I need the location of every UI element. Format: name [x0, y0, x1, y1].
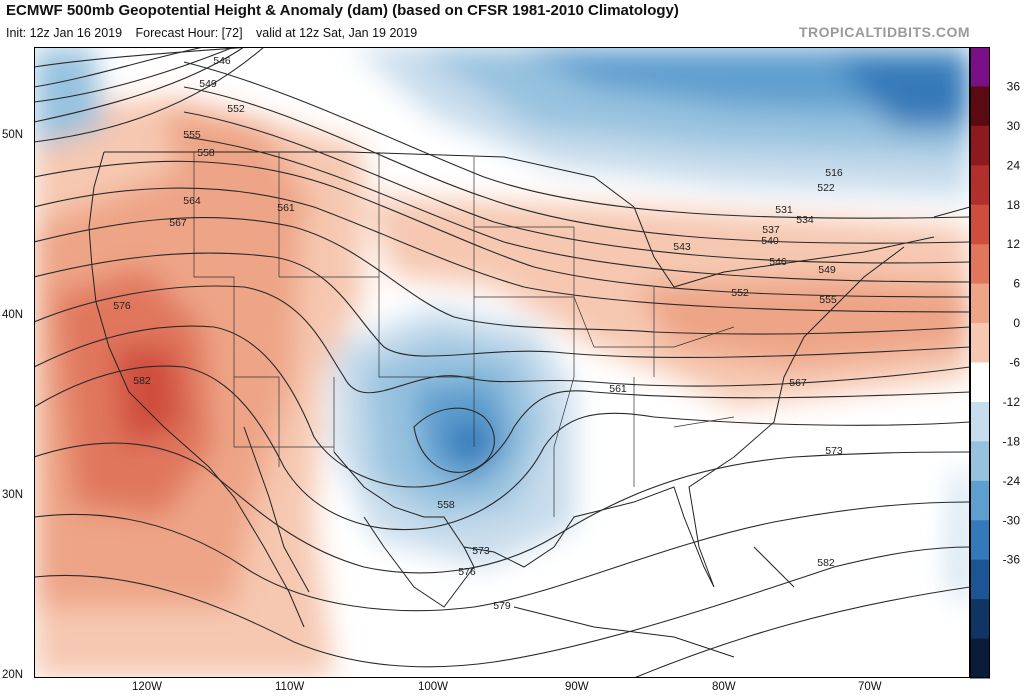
colorbar-segment — [970, 638, 990, 679]
contour-label: 567 — [169, 217, 187, 229]
contour-label: 579 — [493, 600, 511, 612]
lat-label: 40N — [2, 309, 24, 321]
colorbar-segment — [970, 283, 990, 324]
height-contours — [34, 47, 970, 678]
colorbar-tick-label: -36 — [1003, 553, 1021, 567]
contour-label: 567 — [789, 377, 807, 389]
lon-label: 100W — [418, 681, 449, 693]
colorbar-segment — [970, 559, 990, 600]
colorbar-segment — [970, 599, 990, 640]
contour-label: 582 — [133, 375, 151, 387]
lon-label: 70W — [858, 681, 882, 693]
contour-label: 546 — [769, 256, 787, 268]
colorbar-segment — [970, 165, 990, 206]
contour-label: 552 — [227, 103, 245, 115]
contour-label: 576 — [113, 300, 131, 312]
contour-label: 558 — [437, 499, 455, 511]
contour-labels: 546 549 552 555 558 564 567 561 576 582 … — [113, 55, 843, 612]
contour-label: 561 — [277, 202, 295, 214]
contour-label: 534 — [796, 214, 814, 226]
contour-label: 561 — [609, 383, 627, 395]
watermark: TROPICALTIDBITS.COM — [798, 24, 970, 40]
contour-label: 552 — [731, 287, 749, 299]
contour-label: 549 — [199, 78, 217, 90]
colorbar-tick-label: 24 — [1007, 158, 1021, 172]
lat-label: 50N — [2, 129, 24, 141]
colorbar-segment — [970, 86, 990, 127]
colorbar-tick-label: -18 — [1003, 434, 1021, 448]
colorbar-segment — [970, 441, 990, 482]
lon-label: 80W — [712, 681, 736, 693]
contour-label: 573 — [825, 445, 843, 457]
colorbar-segment — [970, 401, 990, 442]
contour-label: 549 — [818, 264, 836, 276]
contour-label: 573 — [472, 545, 490, 557]
lon-label: 90W — [565, 681, 589, 693]
colorbar-segment — [970, 323, 990, 363]
colorbar-segment — [970, 244, 990, 285]
colorbar-tick-label: 18 — [1007, 198, 1021, 212]
contour-label: 582 — [817, 557, 835, 569]
colorbar-tick-label: 30 — [1007, 119, 1021, 133]
colorbar-tick-label: -24 — [1003, 474, 1021, 488]
contour-label: 522 — [817, 182, 835, 194]
lon-label: 110W — [275, 681, 305, 693]
contour-label: 546 — [213, 55, 231, 67]
colorbar-segment — [970, 47, 990, 87]
coastlines — [88, 151, 970, 658]
contour-label: 576 — [458, 566, 476, 578]
colorbar-segment — [970, 204, 990, 245]
contour-label: 555 — [819, 294, 837, 306]
colorbar-segment — [970, 362, 990, 403]
forecast-hour: Forecast Hour: [72] — [135, 26, 243, 40]
colorbar-tick-label: -12 — [1003, 395, 1021, 409]
contour-label: 531 — [775, 204, 793, 216]
chart-title: ECMWF 500mb Geopotential Height & Anomal… — [6, 2, 679, 19]
contour-label: 516 — [825, 167, 843, 179]
colorbar-segment — [970, 480, 990, 521]
colorbar-tick-label: 0 — [1013, 316, 1020, 330]
contour-label: 540 — [761, 235, 779, 247]
contour-label: 558 — [197, 147, 215, 159]
lon-label: 120W — [132, 681, 163, 693]
valid-time: valid at 12z Sat, Jan 19 2019 — [256, 26, 418, 40]
contour-label: 543 — [673, 241, 691, 253]
colorbar-tick-label: 6 — [1013, 277, 1020, 291]
colorbar-tick-label: -30 — [1003, 513, 1021, 527]
lat-label: 20N — [2, 669, 24, 681]
contour-label: 564 — [183, 195, 201, 207]
colorbar-tick-label: 12 — [1007, 237, 1021, 251]
init-time: Init: 12z Jan 16 2019 — [6, 26, 123, 40]
contour-label: 555 — [183, 129, 201, 141]
anomaly-shading — [34, 47, 970, 678]
subtitle-line: Init: 12z Jan 16 2019 Forecast Hour: [72… — [6, 26, 427, 40]
contour-label: 537 — [762, 224, 780, 236]
colorbar-segment — [970, 520, 990, 561]
colorbar-tick-label: 36 — [1007, 79, 1021, 93]
state-borders — [193, 152, 735, 517]
colorbar: 36 30 24 18 12 6 0 -6 -12 -18 -24 -30 -36 — [970, 47, 1021, 679]
map-panel: 546 549 552 555 558 564 567 561 576 582 … — [34, 47, 970, 678]
colorbar-tick-label: -6 — [1009, 356, 1020, 370]
colorbar-segment — [970, 125, 990, 166]
lat-label: 30N — [2, 489, 24, 501]
